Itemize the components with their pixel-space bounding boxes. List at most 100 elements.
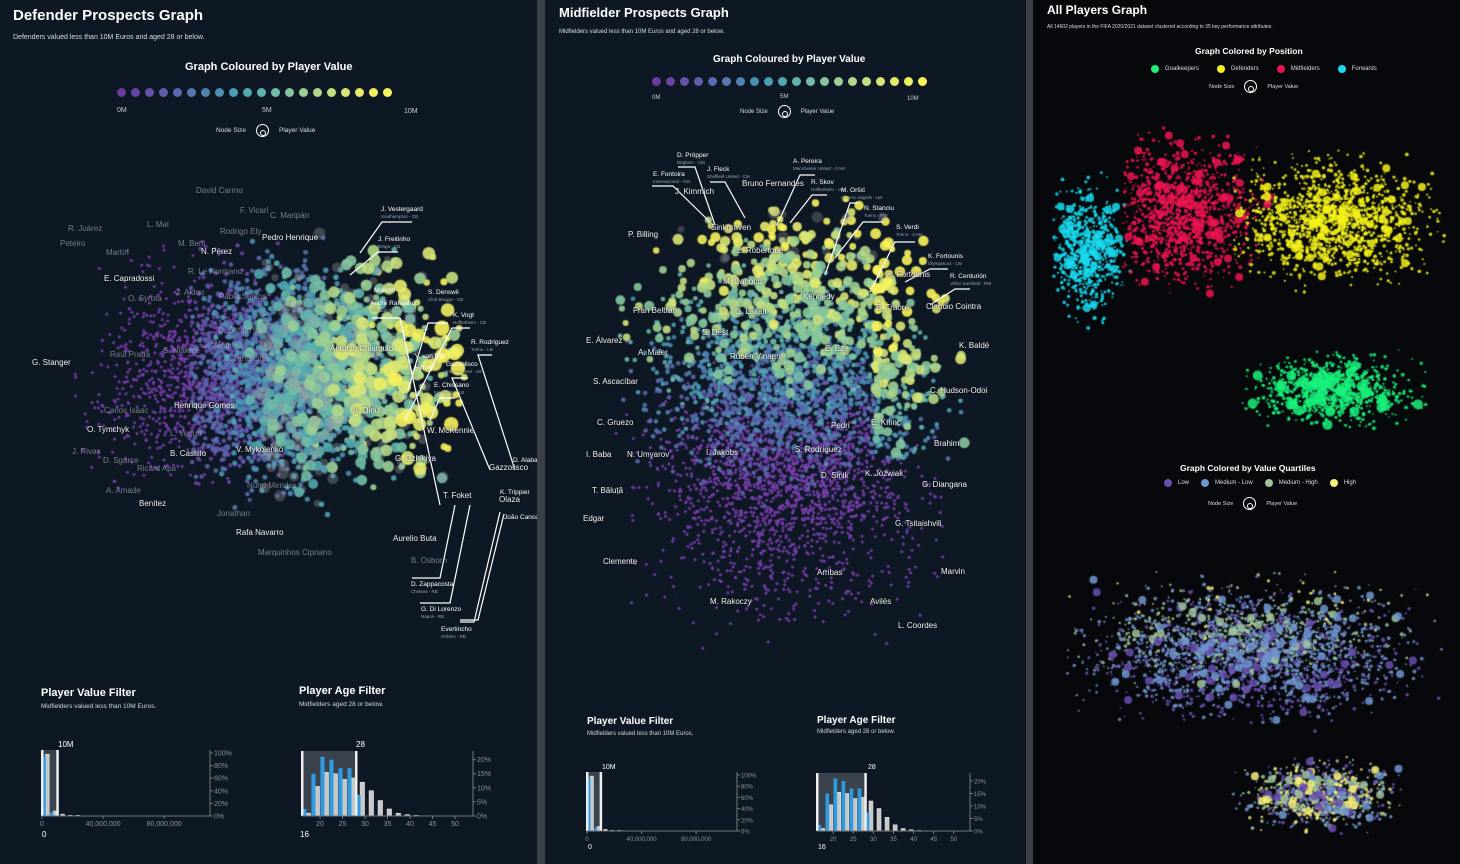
player-label[interactable]: Avilés — [870, 597, 892, 606]
player-annotation[interactable]: M. Oršić Dinamo Zagreb - LW — [841, 186, 882, 201]
player-annotation[interactable]: André Ramalho Red Bull Salzburg - CB — [370, 299, 416, 314]
player-label[interactable]: Jonathan — [217, 509, 250, 518]
player-label[interactable]: L. Mal — [147, 220, 169, 229]
player-label[interactable]: N. Umyarov — [627, 450, 670, 459]
player-annotation[interactable]: D. Zappacosta Chelsea - RB — [411, 580, 453, 595]
player-label[interactable]: L. Robertone — [737, 246, 784, 255]
player-annotation[interactable]: S. Denswil Club Brugge - CB — [428, 288, 463, 303]
player-label[interactable]: J. Kimmich — [675, 187, 715, 196]
player-label[interactable]: J. Vásquez — [203, 341, 243, 350]
player-label[interactable]: Arribas — [817, 568, 843, 577]
player-label[interactable]: E. Álvarez — [586, 336, 623, 345]
player-annotation[interactable]: E. Fontoira Internacional - CM — [653, 170, 690, 185]
player-annotation[interactable]: Maicon — [374, 286, 395, 295]
player-label[interactable]: I. Baba — [586, 450, 612, 459]
player-label[interactable]: Rodrigo Ely — [220, 227, 262, 236]
player-label[interactable]: Henrique Gomes — [174, 401, 235, 410]
player-label[interactable]: Ricard Apa — [137, 464, 177, 473]
player-label[interactable]: G. Stanger — [32, 358, 71, 367]
player-label[interactable]: B. Osborn — [411, 556, 448, 565]
player-label[interactable]: M. Beni — [178, 239, 206, 248]
player-annotation[interactable]: Pique — [415, 363, 432, 372]
player-annotation[interactable]: K. Vogt Hoffenheim - CB — [453, 311, 486, 326]
player-label[interactable]: C. Hudson-Odoi — [930, 386, 988, 395]
player-label[interactable]: D. Sgarce — [103, 456, 139, 465]
defender-network-graph[interactable] — [0, 0, 537, 864]
player-label[interactable]: David Carmo — [196, 186, 243, 195]
player-label[interactable]: Fran Beltrán — [633, 306, 678, 315]
player-annotation[interactable]: S. Verdi Torino - CAM — [896, 223, 922, 238]
player-label[interactable]: D. Laxalt — [735, 307, 767, 316]
player-label[interactable]: L. Coordes — [898, 621, 938, 630]
player-label[interactable]: K. Fortounis — [887, 270, 931, 279]
player-label[interactable]: Rafa Navarro — [236, 528, 284, 537]
player-label[interactable]: I. Jakobs — [706, 448, 739, 457]
player-label[interactable]: Nuno Mendes — [247, 481, 297, 490]
player-label[interactable]: Clemente — [603, 557, 638, 566]
player-label[interactable]: A. Dinu — [353, 406, 380, 415]
player-annotation[interactable]: João Cancelo — [504, 513, 537, 522]
player-label[interactable]: V. Mykolenko — [236, 445, 284, 454]
player-label[interactable]: Brahim — [934, 439, 960, 448]
player-label[interactable]: A. Amade — [106, 486, 141, 495]
player-annotation[interactable]: D. Pröpper Brighton - CM — [677, 151, 708, 166]
player-label[interactable]: P. Billing — [628, 230, 659, 239]
player-label[interactable]: O. Syrota — [128, 294, 162, 303]
player-annotation[interactable]: Evertincho Grêmio - RB — [441, 625, 472, 640]
player-label[interactable]: R. Juárez — [68, 224, 103, 233]
player-label[interactable]: J. Rivas — [72, 447, 101, 456]
player-label[interactable]: Marquinhos Cipriano — [258, 548, 332, 557]
player-label[interactable]: Marvin — [941, 567, 966, 576]
player-annotation[interactable]: R. Centurión Vélez Sarsfield - RW — [950, 272, 991, 287]
player-annotation[interactable]: R. Skov Hoffenheim - LW — [811, 178, 844, 193]
player-label[interactable]: W. McKennie — [427, 426, 475, 435]
player-label[interactable]: Raúl Prada — [110, 350, 151, 359]
player-label[interactable]: Benítez — [139, 499, 167, 508]
player-annotation[interactable]: E. Chissano Famalicão - LB — [434, 381, 469, 396]
player-label[interactable]: Carlos Isaac — [104, 406, 149, 415]
player-label[interactable]: B. Castillo — [170, 449, 207, 458]
player-label[interactable]: T. Foket — [443, 491, 472, 500]
player-label[interactable]: L. Venuti — [170, 429, 202, 438]
player-label[interactable]: E. Kılınç — [871, 418, 901, 427]
player-label[interactable]: G. Diangana — [922, 480, 967, 489]
player-annotation[interactable]: A. Pereira Manchester United - CAM — [793, 157, 845, 172]
player-annotation[interactable]: Gazzolisco Internacional - LB — [446, 360, 481, 375]
player-label[interactable]: O. Tymchyk — [87, 425, 130, 434]
player-annotation[interactable]: N. Stanciu Torino - RW — [864, 204, 894, 219]
player-annotation[interactable]: K. Fortounis Olympiacos - LW — [928, 252, 963, 267]
player-label[interactable]: Gazzolisco — [489, 463, 529, 472]
player-label[interactable]: M. Dahoud — [723, 277, 763, 286]
player-label[interactable]: J. Aidoo — [176, 288, 205, 297]
player-label[interactable]: F. Vicari — [240, 206, 269, 215]
player-label[interactable]: S. Dest — [702, 328, 729, 337]
player-label[interactable]: G. Tsitaishvili — [895, 519, 942, 528]
player-label[interactable]: A. Maier — [638, 348, 668, 357]
player-label[interactable]: R. Le Normand — [188, 267, 243, 276]
player-label[interactable]: D. Šutalo — [218, 326, 251, 335]
player-label[interactable]: B. Traoré — [876, 303, 909, 312]
player-label[interactable]: Sinkgraven — [711, 223, 752, 232]
player-label[interactable]: Pedro Henrique — [262, 233, 319, 242]
player-annotation[interactable]: V. van Dijk — [415, 352, 445, 361]
player-label[interactable]: Martín — [106, 248, 129, 257]
player-label[interactable]: Pedri — [831, 421, 850, 430]
player-annotation[interactable]: J. Vestergaard Southampton - CB — [381, 205, 423, 220]
player-label[interactable]: E. Capradossi — [104, 274, 155, 283]
player-label[interactable]: E. Eze — [825, 344, 849, 353]
player-label[interactable]: T. Băluță — [592, 486, 624, 495]
player-label[interactable]: K. Jóźwiak — [865, 469, 904, 478]
player-label[interactable]: S. Ascacíbar — [593, 377, 638, 386]
midfielder-network-graph[interactable] — [545, 0, 1026, 864]
player-annotation[interactable]: J. Fleck Sheffield United - CM — [707, 165, 750, 180]
player-annotation[interactable]: J. Freitinho Braga - CB — [378, 235, 410, 250]
player-label[interactable]: M. Rakoczy — [710, 597, 752, 606]
player-label[interactable]: N. Pérez — [201, 247, 233, 256]
player-annotation[interactable]: K. Trippier — [500, 488, 530, 497]
player-label[interactable]: Claudio Cointra — [926, 302, 982, 311]
all-players-network-graphs[interactable] — [1033, 0, 1460, 864]
player-annotation[interactable]: R. Rodriguez Torino - LB — [471, 338, 509, 353]
player-label[interactable]: J. Tanganga — [225, 354, 269, 363]
player-label[interactable]: S. Nlakaté — [163, 346, 200, 355]
player-label[interactable]: Peteiro — [60, 239, 86, 248]
